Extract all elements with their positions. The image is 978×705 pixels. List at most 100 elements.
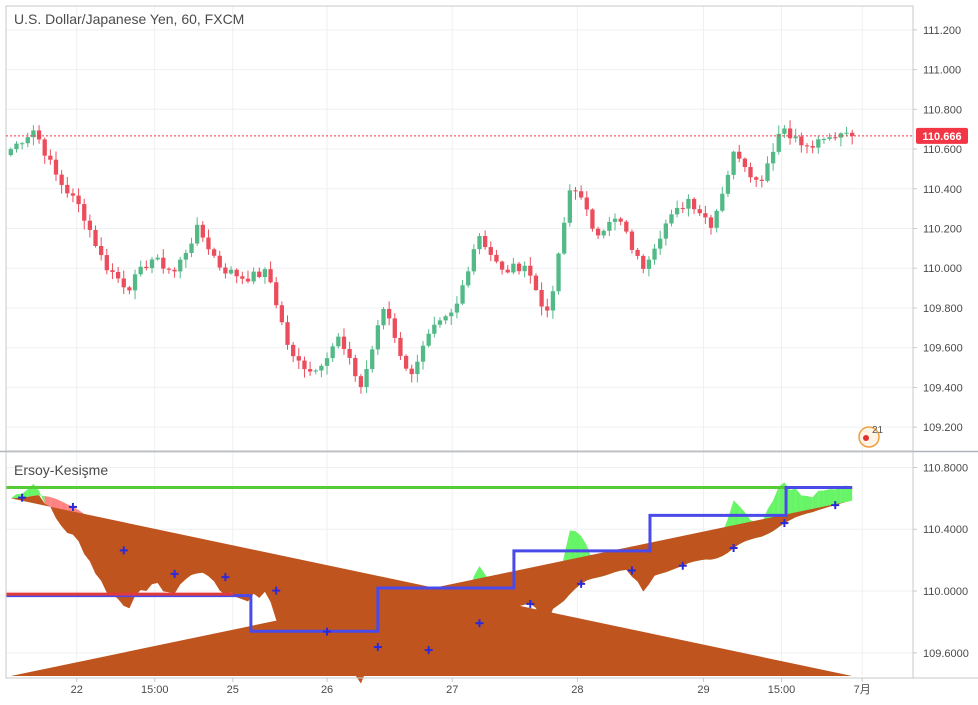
candles[interactable] [8, 120, 855, 394]
candle-body [228, 269, 234, 274]
candle-down [274, 276, 279, 309]
candle-body [669, 214, 674, 224]
time-tick-label: 25 [227, 684, 239, 696]
candle-up [454, 296, 460, 319]
candle-body [302, 360, 307, 370]
candle-body [466, 271, 471, 286]
candle-up [686, 194, 691, 217]
candle-up [782, 125, 787, 138]
candle-up [183, 249, 189, 268]
time-tick-label: 22 [71, 684, 83, 696]
candle-down [748, 162, 753, 183]
candle-body [449, 312, 454, 317]
candle-body [460, 285, 465, 304]
candle-body [155, 257, 160, 260]
candle-body [279, 305, 285, 323]
candle-body [409, 368, 414, 375]
candle-body [539, 290, 544, 307]
candle-up [731, 150, 736, 180]
cross-marker [627, 566, 636, 575]
candle-up [8, 147, 13, 157]
time-tick-label: 7月 [854, 684, 871, 696]
indicator-tick-label: 109.6000 [923, 648, 969, 660]
candle-body [607, 221, 612, 231]
price-tick-label: 109.800 [923, 303, 963, 315]
candle-body [725, 174, 731, 194]
candle-body [149, 259, 155, 269]
indicator-band-green [835, 486, 841, 506]
candle-down [759, 175, 764, 188]
candle-body [612, 218, 618, 222]
candle-down [539, 282, 544, 316]
candle-down [166, 267, 172, 274]
candle-body [511, 263, 516, 273]
candle-up [646, 256, 652, 277]
candle-down [257, 267, 262, 279]
candle-body [804, 145, 810, 147]
candle-down [144, 260, 149, 271]
candle-body [381, 308, 386, 326]
candle-down [268, 261, 273, 284]
candle-down [211, 247, 217, 259]
candle-body [703, 213, 708, 218]
candle-down [641, 254, 646, 274]
candle-down [488, 241, 493, 262]
candle-body [25, 137, 30, 144]
candle-body [844, 132, 849, 134]
candle-body [82, 204, 87, 221]
alert-badge[interactable]: 21 [858, 425, 884, 448]
candle-body [838, 133, 844, 138]
candle-body [658, 238, 663, 249]
candle-body [370, 349, 375, 369]
candle-up [228, 266, 234, 275]
candle-down [697, 204, 702, 216]
candle-down [703, 206, 708, 224]
candle-body [646, 259, 652, 269]
candle-down [104, 248, 109, 275]
candle-down [595, 226, 601, 240]
candle-down [279, 301, 285, 326]
candle-body [341, 336, 347, 349]
candle-body [748, 167, 753, 178]
candle-down [635, 248, 640, 260]
candle-up [432, 316, 437, 338]
candle-up [770, 143, 776, 171]
candle-body [477, 236, 482, 250]
candle-down [618, 216, 623, 226]
candle-body [437, 320, 443, 325]
candle-body [14, 143, 19, 150]
candle-body [624, 221, 629, 232]
candle-body [454, 303, 460, 313]
candle-up [178, 256, 183, 279]
candle-body [528, 265, 533, 276]
candle-body [720, 193, 725, 211]
indicator-band-red [44, 496, 51, 507]
candle-up [31, 125, 36, 146]
candle-up [765, 156, 770, 183]
cross-marker [424, 646, 433, 655]
candle-down [387, 301, 392, 326]
cross-marker [831, 501, 840, 510]
cross-marker [272, 586, 281, 595]
candle-body [595, 228, 601, 236]
candle-body [629, 231, 635, 250]
candle-down [59, 169, 64, 194]
candle-body [387, 308, 392, 319]
candle-body [8, 149, 13, 156]
candle-body [765, 163, 770, 181]
candle-up [556, 252, 561, 295]
candle-up [511, 257, 516, 275]
candle-body [336, 336, 341, 347]
candle-body [398, 337, 403, 356]
candle-up [714, 208, 719, 233]
candle-down [516, 261, 522, 275]
indicator-band-green [829, 489, 836, 507]
price-tick-label: 109.600 [923, 343, 963, 355]
candle-up [720, 186, 725, 213]
candle-body [76, 195, 81, 205]
candle-down [787, 120, 793, 145]
indicator-band-green [840, 485, 847, 504]
price-tick-label: 110.000 [923, 263, 962, 275]
cross-marker [475, 619, 484, 628]
